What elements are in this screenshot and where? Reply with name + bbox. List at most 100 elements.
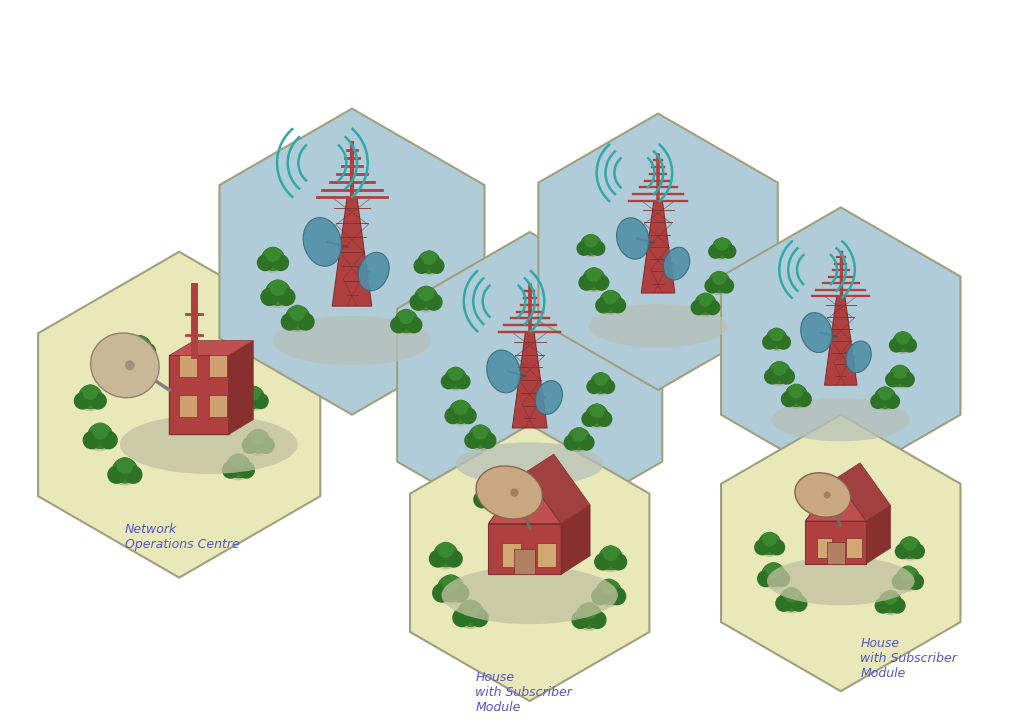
Polygon shape [587,620,592,626]
Circle shape [586,404,608,426]
Polygon shape [525,454,590,523]
Polygon shape [595,419,599,425]
Circle shape [708,244,723,258]
Circle shape [108,466,126,484]
Circle shape [768,361,791,384]
Ellipse shape [903,555,917,560]
Ellipse shape [487,350,521,393]
Circle shape [453,400,468,415]
Circle shape [713,271,727,285]
Circle shape [775,334,791,350]
Circle shape [761,563,786,586]
Circle shape [453,608,471,627]
Circle shape [599,546,622,570]
Circle shape [581,602,598,619]
Circle shape [211,341,226,356]
Circle shape [875,387,896,408]
Ellipse shape [456,442,604,486]
Polygon shape [236,470,241,476]
Ellipse shape [763,551,776,557]
Circle shape [610,553,627,571]
Circle shape [704,300,721,315]
Circle shape [445,550,463,568]
Ellipse shape [601,600,616,607]
Circle shape [128,336,151,359]
Circle shape [441,374,457,390]
Ellipse shape [358,252,389,291]
Ellipse shape [772,380,787,386]
Circle shape [582,411,598,427]
Polygon shape [513,332,547,428]
Circle shape [296,313,315,331]
Circle shape [584,234,598,248]
Circle shape [552,493,570,510]
Circle shape [473,424,488,439]
Text: Network
Operations Centre: Network Operations Centre [125,523,240,551]
Circle shape [390,316,407,334]
Circle shape [754,539,770,555]
Ellipse shape [90,333,159,397]
Ellipse shape [588,287,601,292]
Circle shape [462,599,479,617]
Polygon shape [410,424,650,701]
Polygon shape [789,603,794,610]
Circle shape [479,432,496,449]
Circle shape [590,403,604,418]
Polygon shape [606,596,611,603]
Circle shape [445,367,466,389]
Polygon shape [170,355,228,434]
Polygon shape [599,387,603,392]
Circle shape [432,583,452,602]
Circle shape [695,293,717,315]
Polygon shape [426,266,431,272]
Circle shape [82,431,102,450]
Polygon shape [774,342,779,348]
Circle shape [265,247,281,262]
Circle shape [406,316,422,334]
Circle shape [74,392,91,410]
Circle shape [893,365,907,379]
Circle shape [766,328,787,349]
Polygon shape [209,355,226,377]
Circle shape [900,565,916,581]
Circle shape [772,570,791,587]
Circle shape [889,597,905,614]
Circle shape [885,371,900,387]
Polygon shape [216,357,221,363]
Circle shape [591,587,610,605]
Polygon shape [805,521,866,563]
Ellipse shape [790,403,803,409]
Circle shape [568,493,586,510]
Polygon shape [97,440,103,447]
Ellipse shape [290,326,304,332]
Polygon shape [137,352,142,358]
Circle shape [608,587,626,605]
Ellipse shape [897,348,909,354]
Text: House
with Subscriber
Module: House with Subscriber Module [861,637,957,680]
Ellipse shape [247,405,260,411]
Circle shape [603,545,618,561]
Circle shape [823,492,830,498]
Circle shape [418,285,434,301]
Circle shape [581,235,601,256]
Circle shape [449,366,463,381]
Circle shape [577,240,592,256]
Polygon shape [538,114,777,390]
Circle shape [591,373,611,393]
Circle shape [758,532,781,555]
Ellipse shape [893,383,906,389]
Circle shape [277,287,295,306]
Polygon shape [256,445,261,452]
Ellipse shape [231,474,246,480]
Circle shape [889,338,903,353]
Circle shape [464,432,481,449]
Polygon shape [718,286,722,292]
Polygon shape [180,355,197,377]
Circle shape [470,608,488,627]
Circle shape [769,539,786,555]
Circle shape [789,384,804,398]
Circle shape [899,371,915,387]
Polygon shape [251,401,256,407]
Circle shape [713,238,733,258]
Circle shape [902,536,918,550]
